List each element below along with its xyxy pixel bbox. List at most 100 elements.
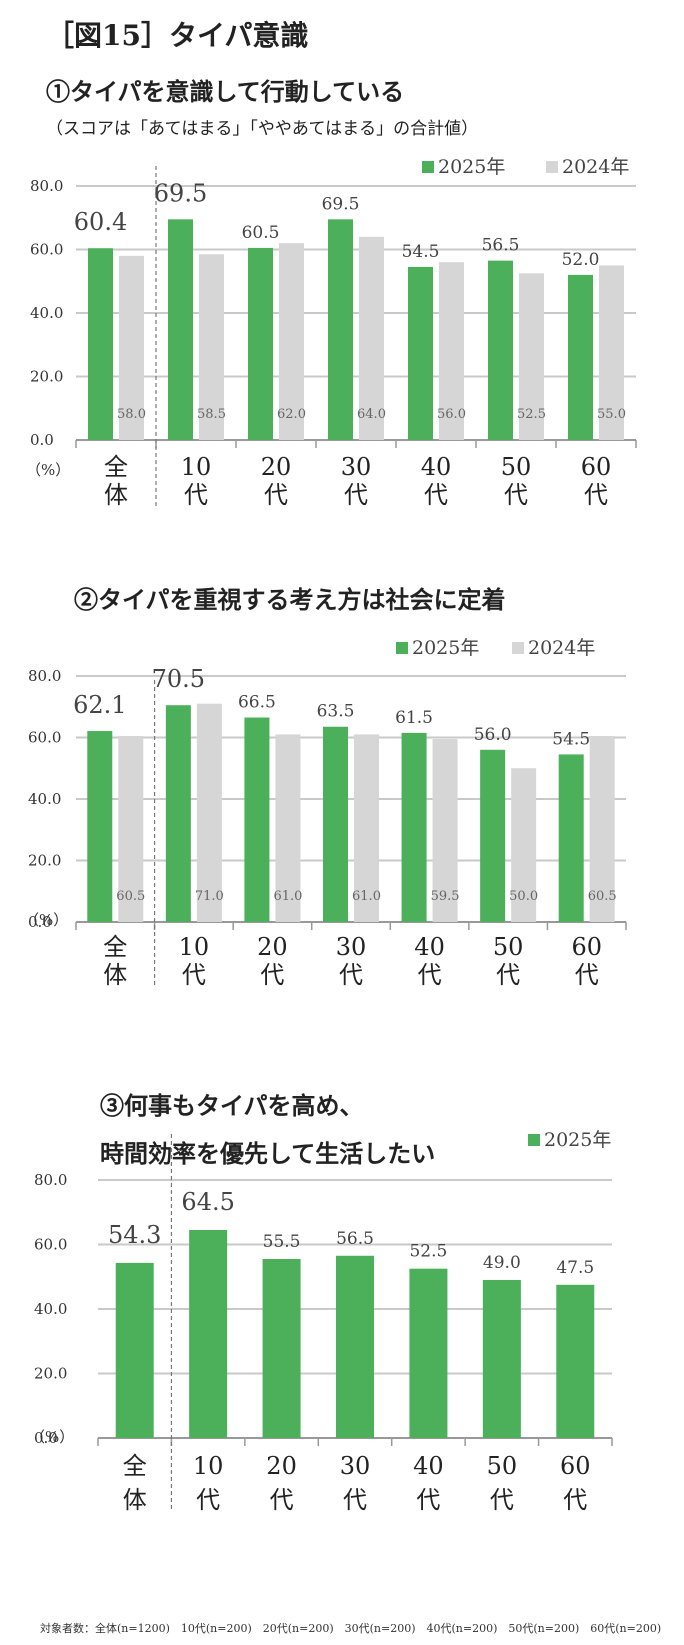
- c1-bar-2025: [568, 274, 593, 440]
- c1-bar-2024: [199, 254, 224, 440]
- c2-category-label: 10: [179, 933, 210, 961]
- c1-category-label: 代: [184, 481, 208, 509]
- c3-category-label: 50: [487, 1452, 518, 1480]
- c2-data-label-2024: 60.5: [116, 889, 145, 904]
- c2-legend-label-2025: 2025年: [412, 637, 479, 659]
- c2-ytick-label: 0.0: [28, 913, 52, 931]
- c3-category-label: 代: [270, 1486, 294, 1514]
- c2-category-label: 50: [493, 933, 524, 961]
- c2-category-label: 代: [260, 961, 284, 989]
- c1-data-label-2025: 69.5: [154, 179, 207, 207]
- c1-data-label-2025: 54.5: [402, 242, 440, 262]
- c1-data-label-2024: 52.5: [517, 407, 546, 422]
- c2-category-label: 30: [336, 933, 367, 961]
- c2-bar-2024: [511, 768, 537, 922]
- c1-data-label-2024: 64.0: [357, 407, 386, 422]
- c1-data-label-2024: 56.0: [437, 407, 466, 422]
- c3-category-label: 代: [490, 1486, 514, 1514]
- c1-bar-2024: [599, 265, 624, 440]
- c3-category-label: 代: [343, 1486, 367, 1514]
- chart1-subtitle: （スコアは「あてはまる」「ややあてはまる」の合計値）: [46, 119, 479, 139]
- c3-bar-2025: [409, 1268, 448, 1438]
- c1-data-label-2025: 56.5: [482, 236, 520, 256]
- c3-data-label-2025: 49.0: [483, 1253, 521, 1273]
- c2-data-label-2024: 59.5: [431, 889, 460, 904]
- c3-data-label-2025: 47.5: [556, 1258, 594, 1278]
- c2-category-label: 全: [103, 933, 127, 961]
- c1-legend-swatch-2024: [546, 161, 558, 173]
- c1-legend-label-2024: 2024年: [562, 156, 629, 178]
- c1-ytick-label: 80.0: [30, 177, 63, 195]
- c2-data-label-2024: 50.0: [509, 889, 538, 904]
- c3-data-label-2025: 56.5: [336, 1229, 374, 1249]
- c3-legend-label-2025: 2025年: [544, 1129, 611, 1151]
- chart1-title: ①タイパを意識して行動している: [46, 77, 405, 106]
- c2-data-label-2025: 54.5: [552, 729, 590, 749]
- c1-data-label-2024: 58.5: [197, 407, 226, 422]
- c2-bar-2024: [432, 739, 458, 922]
- c2-data-label-2024: 60.5: [588, 889, 617, 904]
- c2-category-label: 20: [257, 933, 288, 961]
- c1-ytick-label: 60.0: [30, 241, 63, 259]
- c1-category-label: 代: [504, 481, 528, 509]
- c2-data-label-2024: 61.0: [273, 889, 302, 904]
- c3-category-label: 20: [266, 1452, 297, 1480]
- c2-data-label-2025: 61.5: [395, 708, 433, 728]
- c1-category-label: 代: [424, 481, 448, 509]
- c1-category-label: 全: [104, 453, 128, 481]
- c2-category-label: 代: [182, 961, 206, 989]
- c1-data-label-2025: 69.5: [322, 194, 360, 214]
- c3-category-label: 体: [123, 1486, 147, 1514]
- chart2-bar-chart: 80.0 60.0 40.0 20.0 0.0（%） 62.1 60.5 全体 70.5 71.0…: [24, 637, 627, 989]
- c3-data-label-2025: 64.5: [181, 1188, 234, 1216]
- chart3-bar-chart: 80.0 60.0 40.0 20.0 0.0（%） 54.3 全体 64.5 10 代 55.5 2…: [30, 1129, 613, 1514]
- c3-bar-2025: [482, 1279, 521, 1438]
- c2-bar-2024: [275, 734, 301, 922]
- c2-data-label-2024: 61.0: [352, 889, 381, 904]
- c2-category-label: 代: [339, 961, 363, 989]
- c3-ytick-label: 60.0: [34, 1236, 67, 1254]
- c3-category-label: 代: [416, 1486, 440, 1514]
- c3-ytick-label: 40.0: [34, 1300, 67, 1318]
- c2-ytick-label: 80.0: [28, 667, 61, 685]
- c1-bar-2025: [88, 248, 113, 440]
- c2-category-label: 代: [418, 961, 442, 989]
- c2-data-label-2024: 71.0: [195, 889, 224, 904]
- c2-bar-2025: [480, 749, 506, 922]
- c1-data-label-2025: 60.4: [74, 208, 127, 236]
- c2-category-label: 代: [575, 961, 599, 989]
- c1-legend-label-2025: 2025年: [438, 156, 505, 178]
- c1-ytick-label: 40.0: [30, 304, 63, 322]
- c3-data-label-2025: 52.5: [409, 1242, 447, 1262]
- c1-category-label: 60: [581, 453, 612, 481]
- c1-category-label: 30: [341, 453, 372, 481]
- c3-bar-2025: [336, 1255, 374, 1438]
- c1-bar-2024: [119, 255, 144, 440]
- c2-bar-2025: [401, 732, 427, 922]
- c1-category-label: 10: [181, 453, 212, 481]
- c2-bar-2025: [558, 754, 584, 922]
- c2-data-label-2025: 66.5: [238, 693, 276, 713]
- c2-category-label: 60: [571, 933, 602, 961]
- c2-category-label: 体: [103, 961, 127, 989]
- c3-bar-2025: [262, 1259, 301, 1438]
- c3-category-label: 代: [563, 1486, 587, 1514]
- c1-bar-2024: [439, 262, 464, 440]
- c3-category-label: 60: [560, 1452, 591, 1480]
- c2-bar-2025: [323, 726, 348, 922]
- c3-category-label: 代: [196, 1486, 220, 1514]
- c1-category-label: 体: [104, 481, 128, 509]
- c3-category-label: 全: [123, 1452, 147, 1480]
- c2-ytick-label: 40.0: [28, 790, 61, 808]
- c2-data-label-2025: 63.5: [317, 702, 355, 722]
- chart3-title-line1: ③何事もタイパを高め、: [100, 1091, 364, 1120]
- c2-category-label: 40: [414, 933, 445, 961]
- c2-bar-2024: [196, 703, 222, 922]
- c1-legend-swatch-2025: [422, 161, 434, 173]
- footnote: 対象者数：全体(n=1200) 10代(n=200) 20代(n=200) 30…: [40, 1622, 662, 1635]
- c1-category-label: 代: [344, 481, 368, 509]
- c3-bar-2025: [556, 1284, 595, 1438]
- figure-title: ［図15］タイパ意識: [46, 19, 309, 52]
- c1-data-label-2024: 55.0: [597, 407, 626, 422]
- c1-bar-2025: [168, 219, 193, 440]
